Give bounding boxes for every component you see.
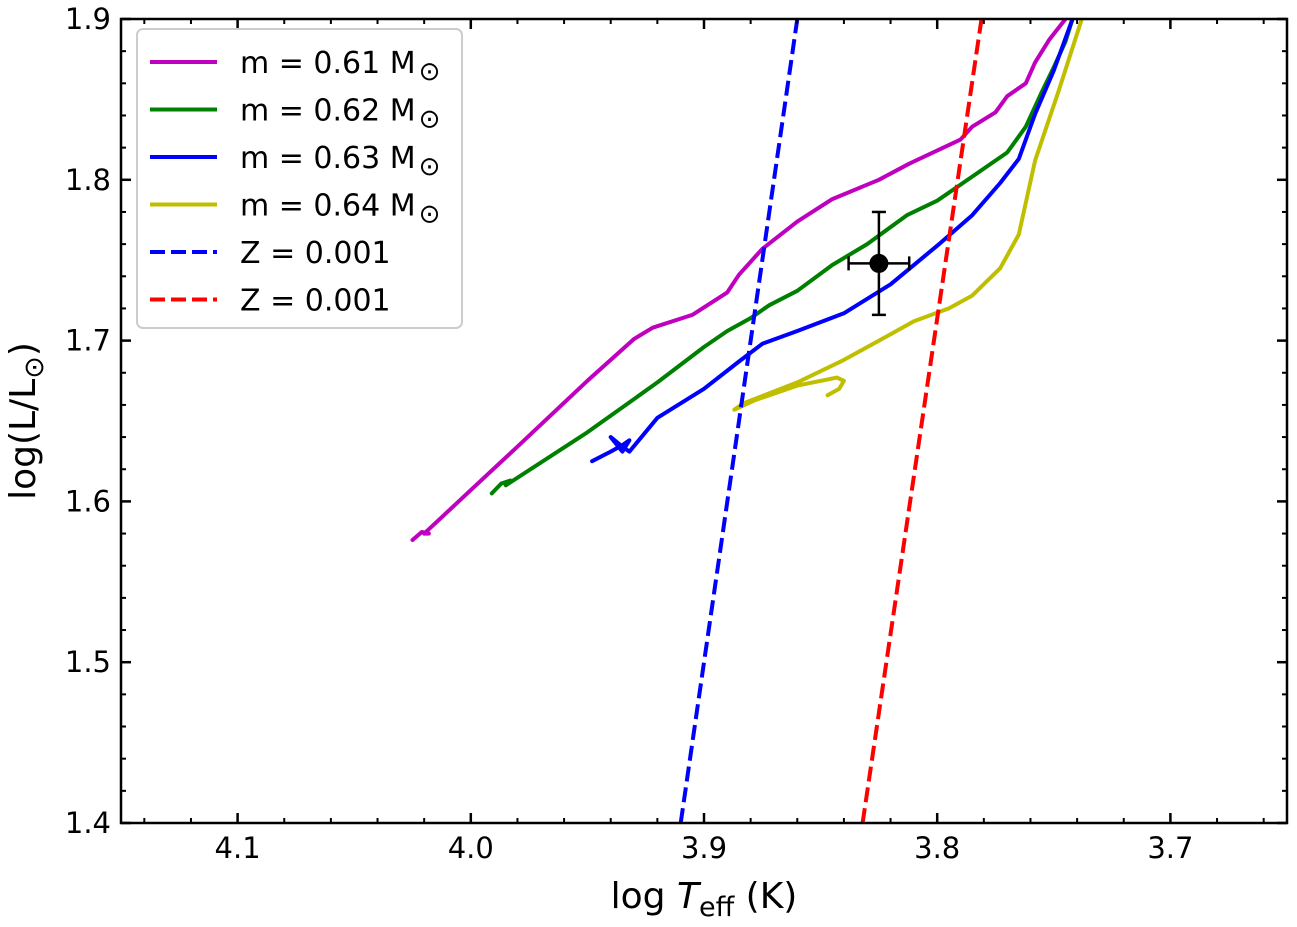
y-axis-label-suffix: ) [3, 342, 44, 356]
legend: m = 0.61 M ⊙ m = 0.62 M ⊙ m = 0.63 M ⊙ m = 0.6… [136, 28, 463, 329]
y-axis-label-subscript: ⊙ [19, 356, 50, 379]
y-tick-label: 1.9 [65, 2, 111, 36]
legend-label-1: m = 0.61 M ⊙ [240, 46, 440, 87]
legend-entries: m = 0.61 M ⊙ m = 0.62 M ⊙ m = 0.63 M ⊙ m = 0.6… [150, 46, 440, 319]
y-tick-label: 1.7 [65, 324, 111, 358]
y-tick-label: 1.5 [65, 645, 111, 679]
legend-label-4: m = 0.64 M ⊙ [240, 189, 440, 230]
legend-label-3: m = 0.63 M ⊙ [240, 141, 440, 182]
series-line-2 [489, 19, 1075, 496]
series-line-4 [732, 19, 1084, 412]
legend-label-5: Z = 0.001 [240, 236, 391, 271]
x-axis-label-italic: T [677, 876, 702, 917]
axis-ticks: 4.1 4.0 3.9 3.8 3.7 1.4 1.5 1.6 1.7 1.8 1.9 [65, 2, 1287, 865]
y-axis-label-prefix: log(L/L [3, 379, 44, 500]
series-line-6 [860, 19, 984, 823]
y-tick-label: 1.8 [65, 163, 111, 197]
observed-data-point [869, 253, 889, 273]
x-tick-label: 3.8 [914, 831, 960, 865]
series-layer [410, 19, 1084, 823]
legend-label-6: Z = 0.001 [240, 284, 391, 319]
legend-box [136, 28, 463, 329]
x-tick-label: 3.9 [681, 831, 727, 865]
data-point-layer [847, 210, 911, 317]
x-axis-label: log Teff (K) [611, 876, 798, 923]
x-axis-label-suffix: (K) [734, 876, 797, 917]
legend-label-2: m = 0.62 M ⊙ [240, 94, 440, 135]
x-tick-label: 4.0 [448, 831, 494, 865]
x-tick-label: 4.1 [215, 831, 261, 865]
x-axis-label-subscript: eff [699, 892, 736, 923]
x-axis-label-prefix: log [611, 876, 677, 917]
x-tick-label: 3.7 [1147, 831, 1193, 865]
y-tick-label: 1.4 [65, 806, 111, 840]
series-line-5 [678, 19, 800, 823]
y-tick-label: 1.6 [65, 484, 111, 518]
series-line-1 [410, 19, 1068, 542]
y-axis-label: log(L/L⊙) [3, 342, 50, 500]
